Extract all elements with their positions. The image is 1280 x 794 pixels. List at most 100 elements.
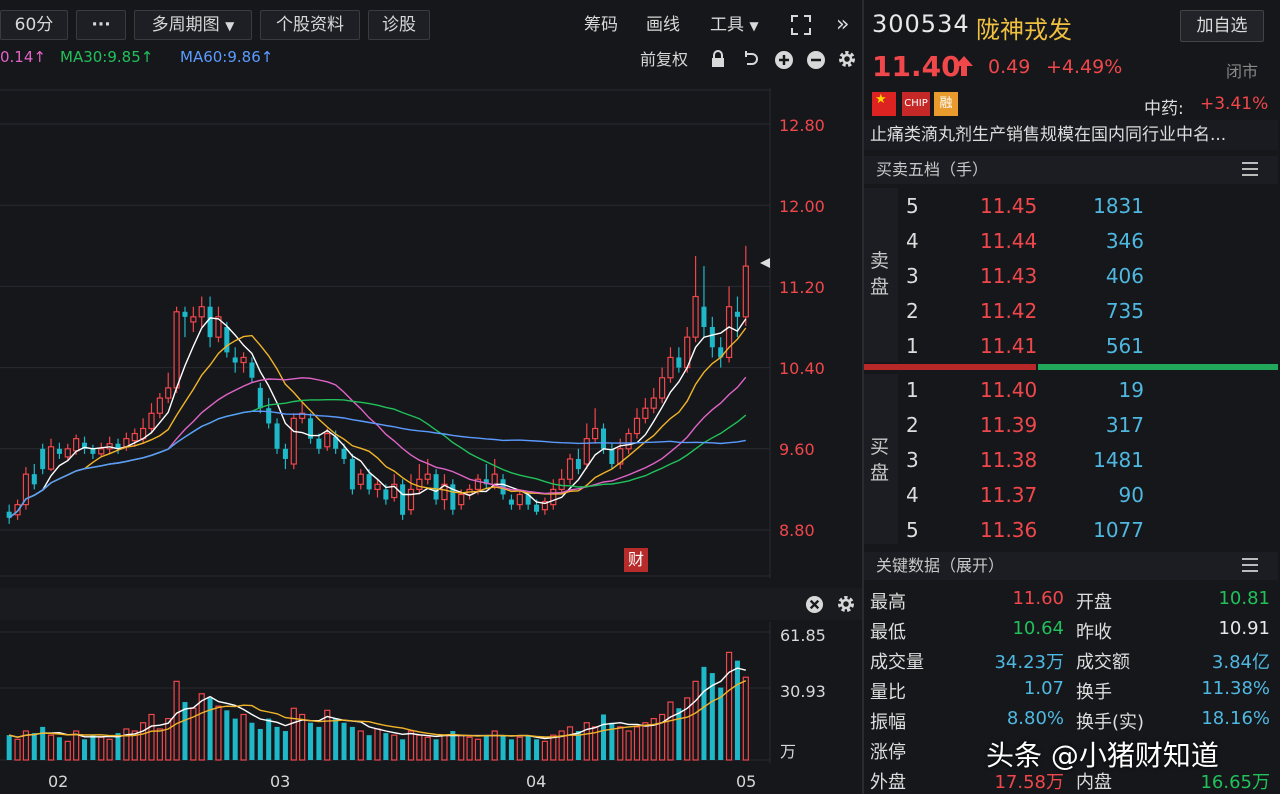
orderbook-row[interactable]: 5 11.36 1077 bbox=[864, 514, 1274, 548]
candle-body bbox=[633, 417, 641, 435]
candle-body bbox=[676, 357, 682, 368]
volume-tick-label: 61.85 bbox=[780, 626, 826, 645]
stock-description[interactable]: 止痛类滴丸剂生产销售规模在国内同行业中名... bbox=[864, 120, 1278, 150]
multi-period-label: 多周期图 bbox=[151, 15, 220, 35]
candle-body bbox=[400, 484, 406, 515]
menu-icon[interactable] bbox=[1242, 162, 1258, 176]
key-data-label: 外盘 bbox=[870, 772, 906, 793]
draw-button[interactable]: 画线 bbox=[646, 15, 680, 35]
fullscreen-icon[interactable] bbox=[790, 10, 812, 40]
orderbook-level: 4 bbox=[906, 483, 919, 507]
volume-bar bbox=[625, 730, 632, 761]
volume-bar bbox=[667, 701, 674, 761]
volume-bar bbox=[207, 697, 213, 760]
orderbook-level: 5 bbox=[906, 518, 919, 542]
orderbook-row[interactable]: 4 11.37 90 bbox=[864, 479, 1274, 513]
volume-bar bbox=[357, 730, 364, 761]
margin-tag[interactable]: 融 bbox=[934, 92, 958, 116]
lock-icon[interactable] bbox=[710, 50, 726, 73]
candle-body bbox=[22, 473, 30, 506]
orderbook-volume: 1831 bbox=[1093, 194, 1144, 218]
volume-bar bbox=[592, 726, 599, 761]
candle-body bbox=[82, 442, 88, 449]
orderbook-price: 11.44 bbox=[980, 229, 1038, 253]
orderbook-level: 3 bbox=[906, 448, 919, 472]
candle-body bbox=[583, 438, 590, 465]
tools-button[interactable]: 工具 ▼ bbox=[710, 10, 759, 40]
collapse-icon[interactable]: » bbox=[836, 12, 850, 37]
menu-icon[interactable] bbox=[1242, 558, 1258, 572]
y-tick-label: 8.80 bbox=[779, 521, 815, 540]
volume-bar bbox=[525, 735, 531, 760]
undo-icon[interactable] bbox=[742, 50, 760, 73]
volume-bar bbox=[324, 709, 331, 761]
ma60-value: MA60:9.86↑ bbox=[180, 48, 274, 66]
orderbook-volume: 19 bbox=[1118, 378, 1144, 402]
volume-bar bbox=[316, 726, 322, 760]
more-button[interactable]: ··· bbox=[76, 10, 126, 40]
orderbook-row[interactable]: 1 11.41 561 bbox=[864, 330, 1274, 364]
candle-body bbox=[391, 483, 398, 499]
volume-bar bbox=[734, 660, 740, 760]
ma60-line bbox=[8, 410, 746, 519]
candle-body bbox=[650, 397, 657, 409]
candle-body bbox=[98, 448, 105, 455]
volume-bar bbox=[224, 710, 230, 760]
volume-bar bbox=[416, 734, 423, 761]
volume-bar bbox=[491, 730, 498, 761]
candle-body bbox=[541, 500, 549, 511]
volume-unit: 万 bbox=[780, 742, 797, 761]
volume-bar bbox=[274, 726, 280, 760]
volume-bar bbox=[601, 714, 607, 760]
volume-bar bbox=[725, 651, 733, 761]
orderbook-row[interactable]: 5 11.45 1831 bbox=[864, 190, 1274, 224]
candle-body bbox=[734, 311, 740, 317]
key-data-row: 涨停 bbox=[864, 736, 1274, 766]
key-data-label: 成交量 bbox=[870, 652, 924, 673]
price-change-pct: +4.49% bbox=[1046, 56, 1123, 78]
gear-icon[interactable] bbox=[836, 594, 856, 619]
add-watchlist-button[interactable]: 加自选 bbox=[1180, 10, 1264, 42]
close-icon[interactable] bbox=[805, 595, 824, 619]
volume-bar bbox=[341, 722, 347, 760]
candle-body bbox=[165, 387, 172, 399]
orderbook-row[interactable]: 3 11.43 406 bbox=[864, 260, 1274, 294]
chips-button[interactable]: 筹码 bbox=[584, 15, 618, 35]
orderbook-row[interactable]: 4 11.44 346 bbox=[864, 225, 1274, 259]
sector-label[interactable]: 中药: bbox=[1144, 99, 1184, 119]
candle-body bbox=[366, 474, 372, 490]
key-data-header[interactable]: 关键数据（展开） bbox=[864, 552, 1278, 580]
gear-icon[interactable] bbox=[837, 49, 857, 74]
multi-period-button[interactable]: 多周期图 ▼ bbox=[134, 10, 252, 40]
y-tick-label: 10.40 bbox=[779, 359, 825, 378]
volume-bar bbox=[391, 734, 398, 761]
y-tick-label: 11.20 bbox=[779, 278, 825, 297]
diagnose-button[interactable]: 诊股 bbox=[368, 10, 430, 40]
stock-info-button[interactable]: 个股资料 bbox=[260, 10, 360, 40]
arrow-up-icon bbox=[955, 56, 973, 80]
orderbook-row[interactable]: 3 11.38 1481 bbox=[864, 444, 1274, 478]
last-price: 11.40 bbox=[872, 50, 961, 83]
candle-body bbox=[566, 458, 574, 480]
orderbook-row[interactable]: 1 11.40 19 bbox=[864, 374, 1274, 408]
finance-badge[interactable]: 财 bbox=[624, 548, 648, 572]
volume-bar bbox=[299, 713, 306, 761]
orderbook-row[interactable]: 2 11.42 735 bbox=[864, 295, 1274, 329]
volume-chart[interactable] bbox=[0, 622, 775, 764]
zoom-in-icon[interactable] bbox=[774, 50, 794, 75]
orderbook-row[interactable]: 2 11.39 317 bbox=[864, 409, 1274, 443]
adjust-button[interactable]: 前复权 bbox=[640, 50, 689, 69]
orderbook-volume: 561 bbox=[1105, 334, 1144, 358]
volume-bar bbox=[198, 693, 205, 761]
zoom-out-icon[interactable] bbox=[806, 50, 826, 75]
candle-body bbox=[6, 511, 12, 518]
key-data-row: 振幅 8.80% 换手(实) 18.16% bbox=[864, 706, 1274, 736]
chip-tag[interactable]: CHIP bbox=[902, 92, 930, 116]
key-data-value: 17.58万 bbox=[994, 772, 1064, 793]
volume-bar bbox=[240, 713, 247, 761]
period-button[interactable]: 60分 bbox=[0, 10, 68, 40]
volume-bar bbox=[642, 722, 649, 761]
candlestick-chart[interactable] bbox=[0, 88, 775, 578]
orderbook-price: 11.41 bbox=[980, 334, 1038, 358]
key-data-label: 昨收 bbox=[1076, 622, 1112, 643]
